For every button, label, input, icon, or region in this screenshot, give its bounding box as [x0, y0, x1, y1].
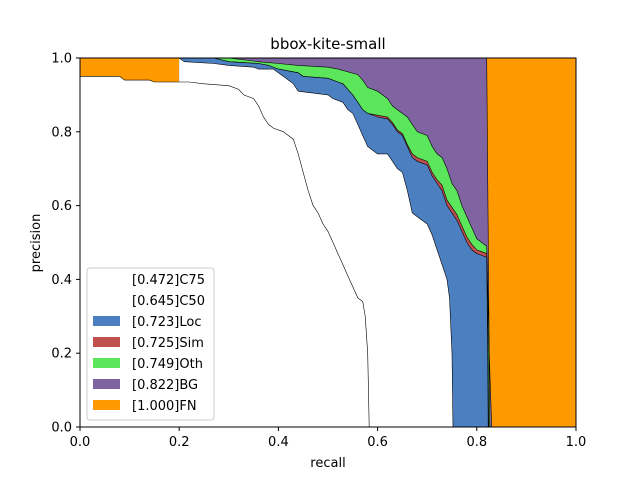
y-axis-label: precision [29, 214, 44, 273]
plot-frame [79, 57, 577, 428]
series-line-0 [80, 76, 370, 428]
y-tick-label: 0.6 [51, 199, 72, 214]
legend-swatch [93, 316, 120, 326]
legend-swatch [93, 358, 120, 368]
x-tick-label: 0.6 [367, 435, 388, 450]
chart-title: bbox-kite-small [270, 35, 385, 53]
legend-items: [0.472]C75 [0.645]C50 [0.723]Loc [0.725]Sim… [93, 273, 205, 414]
legend: [0.472]C75 [0.645]C50 [0.723]Loc [0.725]Sim… [86, 267, 215, 421]
legend-swatch [93, 400, 120, 410]
legend-label: [0.645]C50 [132, 294, 205, 309]
y-axis: 0.0 0.2 0.4 0.6 0.8 1.0 [51, 52, 80, 436]
y-tick-label: 0.0 [51, 421, 72, 436]
legend-label: [0.723]Loc [132, 315, 201, 330]
x-tick-label: 0.2 [169, 435, 190, 450]
legend-label: [0.749]Oth [132, 357, 203, 372]
y-tick-label: 0.8 [51, 125, 72, 140]
series-layer [80, 57, 577, 428]
legend-label: [0.725]Sim [132, 336, 204, 351]
legend-swatch [93, 274, 120, 284]
series-line-1 [179, 57, 454, 428]
legend-swatch [93, 379, 120, 389]
x-tick-label: 1.0 [566, 435, 587, 450]
x-tick-label: 0.8 [466, 435, 487, 450]
y-tick-label: 0.2 [51, 347, 72, 362]
legend-label: [0.822]BG [132, 378, 198, 393]
y-tick-label: 1.0 [51, 52, 72, 67]
series-line-2 [179, 57, 489, 428]
legend-label: [0.472]C75 [132, 273, 205, 288]
x-tick-label: 0.4 [268, 435, 289, 450]
legend-swatch [93, 295, 120, 305]
y-tick-label: 0.4 [51, 273, 72, 288]
x-axis-label: recall [310, 456, 345, 471]
x-tick-label: 0.0 [70, 435, 91, 450]
legend-label: [1.000]FN [132, 399, 197, 414]
x-axis: 0.0 0.2 0.4 0.6 0.8 1.0 [70, 427, 587, 450]
series-line-4 [179, 57, 490, 428]
plot-area [79, 57, 577, 428]
legend-swatch [93, 337, 120, 347]
